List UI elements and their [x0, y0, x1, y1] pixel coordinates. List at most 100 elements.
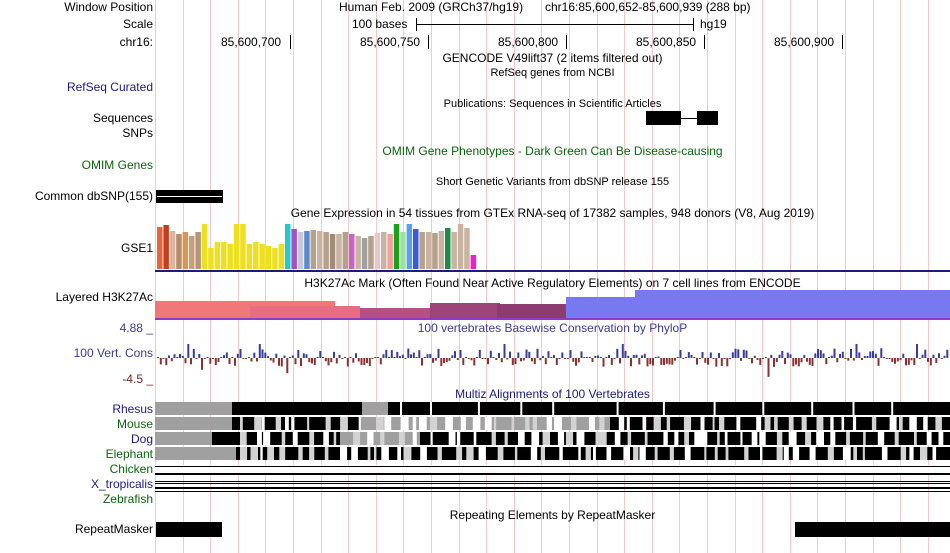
dbsnp-track-title[interactable]: Short Genetic Variants from dbSNP releas… [435, 176, 670, 188]
dbsnp-feature-center-line [157, 196, 222, 197]
ruler-tick-label: 85,600,800 [498, 35, 559, 49]
common-dbsnp-track-label[interactable]: Common dbSNP(155) [34, 189, 153, 203]
multiz-gap [412, 432, 417, 445]
h3k27ac-signal-blue[interactable] [635, 290, 950, 318]
chrom-label: chr16: [119, 35, 153, 49]
phylop-bar [445, 358, 448, 363]
guide-line [486, 0, 487, 553]
phylop-bar [577, 358, 580, 363]
phylop-bar [231, 357, 234, 358]
gtex-bar [304, 231, 310, 269]
multiz-gap [456, 432, 461, 445]
guide-line [265, 0, 266, 553]
species-label-elephant[interactable]: Elephant [105, 447, 153, 461]
repeat-element[interactable] [156, 522, 222, 537]
multiz-gap [532, 417, 537, 430]
multiz-gap [403, 447, 412, 460]
multiz-gap [484, 417, 492, 430]
phylop-bar [762, 358, 764, 359]
multiz-gap [909, 447, 914, 460]
phylop-bar [566, 358, 569, 359]
gse1-track-label[interactable]: GSE1 [120, 241, 153, 255]
sequences-track-label[interactable]: Sequences [92, 111, 153, 125]
phylop-bar [687, 352, 690, 358]
multiz-gap [774, 417, 778, 430]
phylop-bar [731, 352, 734, 358]
multiz-gap [751, 432, 758, 445]
omim-track-title[interactable]: OMIM Gene Phenotypes - Dark Green Can Be… [382, 144, 723, 158]
publication-block[interactable] [646, 111, 681, 125]
phylop-track-title[interactable]: 100 vertebrates Basewise Conservation by… [417, 321, 688, 335]
phylop-bar [195, 358, 198, 359]
h3k27ac-track-title[interactable]: H3K27Ac Mark (Often Found Near Active Re… [304, 276, 801, 290]
multiz-block [155, 402, 232, 415]
phylop-bar [748, 358, 751, 359]
phylop-bar [704, 358, 707, 363]
gtex-bar [285, 224, 291, 269]
multiz-gap [599, 417, 605, 430]
species-label-x-tropicalis[interactable]: X_tropicalis [90, 477, 153, 491]
phylop-bar [495, 358, 498, 361]
multiz-bg [155, 465, 950, 474]
phylop-bar [484, 358, 487, 359]
phylop-bar [602, 358, 605, 367]
phylop-bar [742, 349, 745, 358]
species-label-dog[interactable]: Dog [130, 432, 153, 446]
h3k27ac-signal-maroon[interactable] [497, 304, 567, 318]
phylop-bar [817, 349, 819, 358]
publication-block[interactable] [697, 111, 718, 125]
gencode-track-title[interactable]: GENCODE V49lift37 (2 items filtered out) [442, 51, 663, 65]
publications-track-title[interactable]: Publications: Sequences in Scientific Ar… [443, 98, 662, 110]
gtex-bar [400, 232, 406, 269]
ruler-tick [290, 35, 291, 49]
phylop-bar [583, 357, 586, 358]
phylop-bar [855, 344, 858, 358]
repeatmasker-track-label[interactable]: RepeatMasker [74, 522, 153, 536]
gtex-bar [163, 225, 169, 269]
phylop-bar [555, 358, 558, 365]
species-label-rhesus[interactable]: Rhesus [112, 402, 153, 416]
multiz-gap [805, 432, 812, 445]
h3k27ac-signal-maroon[interactable] [430, 303, 500, 318]
phylop-bar [245, 358, 247, 359]
gtex-bar [451, 232, 457, 269]
multiz-gap [448, 432, 456, 445]
gtex-bar [470, 255, 477, 269]
phylop-bar [720, 358, 723, 367]
species-label-chicken[interactable]: Chicken [109, 462, 153, 476]
phylop-bar [811, 358, 814, 367]
multiz-gap [776, 432, 783, 445]
h3k27ac-signal-maroon[interactable] [360, 308, 440, 318]
species-label-mouse[interactable]: Mouse [116, 417, 153, 431]
phylop-bar [927, 358, 929, 362]
phylop-bar [671, 358, 674, 365]
phylop-bar [707, 358, 709, 365]
phylop-track-label[interactable]: 100 Vert. Cons [73, 346, 153, 360]
gtex-bar [432, 233, 438, 269]
multiz-gap [909, 417, 917, 430]
repeat-element[interactable] [795, 522, 950, 537]
gtex-bar [297, 232, 304, 269]
phylop-bar [157, 357, 159, 358]
multiz-gap [557, 432, 565, 445]
h3k27ac-signal-red[interactable] [250, 306, 360, 318]
gtex-bar [227, 244, 233, 269]
refseq-track-title[interactable]: RefSeq genes from NCBI [490, 67, 615, 79]
gtex-track-title[interactable]: Gene Expression in 54 tissues from GTEx … [290, 206, 815, 220]
h3k27ac-track-label[interactable]: Layered H3K27Ac [55, 290, 153, 304]
species-label-zebrafish[interactable]: Zebrafish [102, 492, 153, 506]
multiz-gap [842, 447, 851, 460]
snps-track-label[interactable]: SNPs [122, 126, 153, 140]
omim-track-label[interactable]: OMIM Genes [81, 158, 153, 172]
guide-line [707, 0, 708, 553]
h3k27ac-signal-blue[interactable] [566, 297, 636, 318]
repeatmasker-track-title[interactable]: Repeating Elements by RepeatMasker [449, 508, 656, 522]
guide-line [735, 0, 736, 553]
refseq-track-label[interactable]: RefSeq Curated [66, 80, 153, 94]
gtex-bar [464, 228, 470, 269]
multiz-track-title[interactable]: Multiz Alignments of 100 Vertebrates [455, 387, 650, 401]
